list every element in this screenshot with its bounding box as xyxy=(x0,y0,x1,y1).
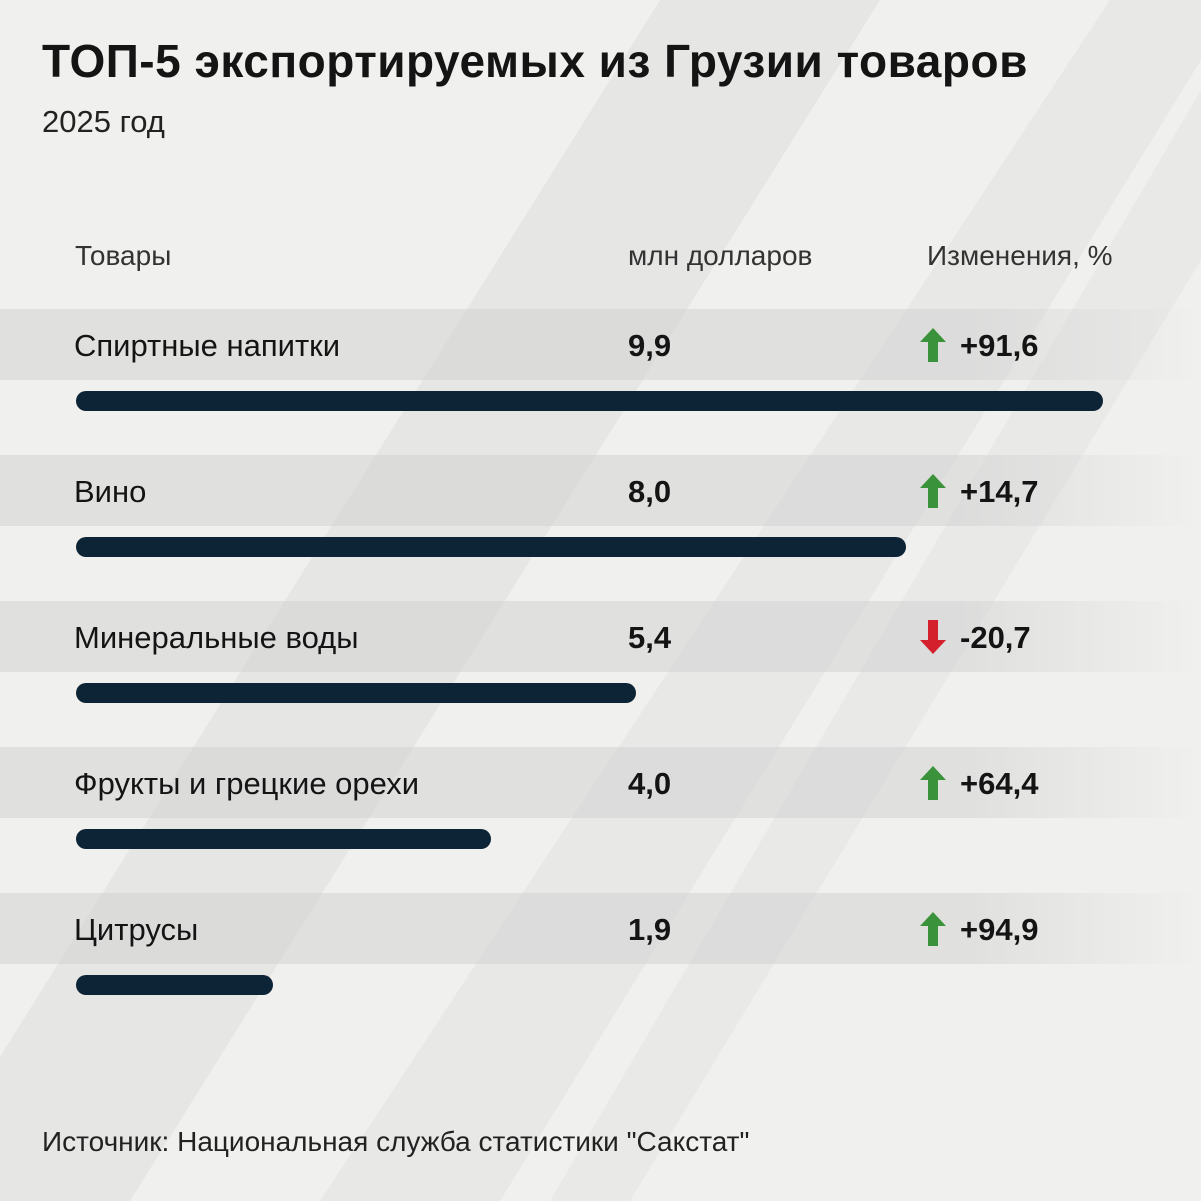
row-band xyxy=(0,893,1201,964)
arrow-up-icon xyxy=(920,912,946,946)
row-band xyxy=(0,601,1201,672)
page-title: ТОП-5 экспортируемых из Грузии товаров xyxy=(42,35,1028,87)
value-label: 9,9 xyxy=(628,328,672,363)
column-header-change: Изменения, % xyxy=(927,240,1113,271)
category-label: Фрукты и грецкие орехи xyxy=(74,766,420,801)
bar xyxy=(76,391,1103,411)
change-label: +14,7 xyxy=(960,474,1039,509)
change-label: -20,7 xyxy=(960,620,1031,655)
change-label: +91,6 xyxy=(960,328,1039,363)
arrow-up-icon xyxy=(920,328,946,362)
arrow-up-icon xyxy=(920,766,946,800)
row-band xyxy=(0,309,1201,380)
column-header-goods: Товары xyxy=(75,240,172,271)
bar xyxy=(76,975,274,995)
category-label: Цитрусы xyxy=(74,912,199,947)
row-band xyxy=(0,455,1201,526)
change-label: +94,9 xyxy=(960,912,1039,947)
bar xyxy=(76,683,637,703)
arrow-down-icon xyxy=(920,620,946,654)
value-label: 1,9 xyxy=(628,912,672,947)
value-label: 8,0 xyxy=(628,474,672,509)
subtitle: 2025 год xyxy=(42,104,165,139)
row-band xyxy=(0,747,1201,818)
category-label: Минеральные воды xyxy=(74,620,359,655)
change-label: +64,4 xyxy=(960,766,1039,801)
category-label: Вино xyxy=(74,474,147,509)
bar xyxy=(76,537,906,557)
bar xyxy=(76,829,491,849)
value-label: 4,0 xyxy=(628,766,672,801)
arrow-up-icon xyxy=(920,474,946,508)
value-label: 5,4 xyxy=(628,620,672,655)
column-header-value: млн долларов xyxy=(628,240,813,271)
source-note: Источник: Национальная служба статистики… xyxy=(42,1126,750,1157)
category-label: Спиртные напитки xyxy=(74,328,341,363)
